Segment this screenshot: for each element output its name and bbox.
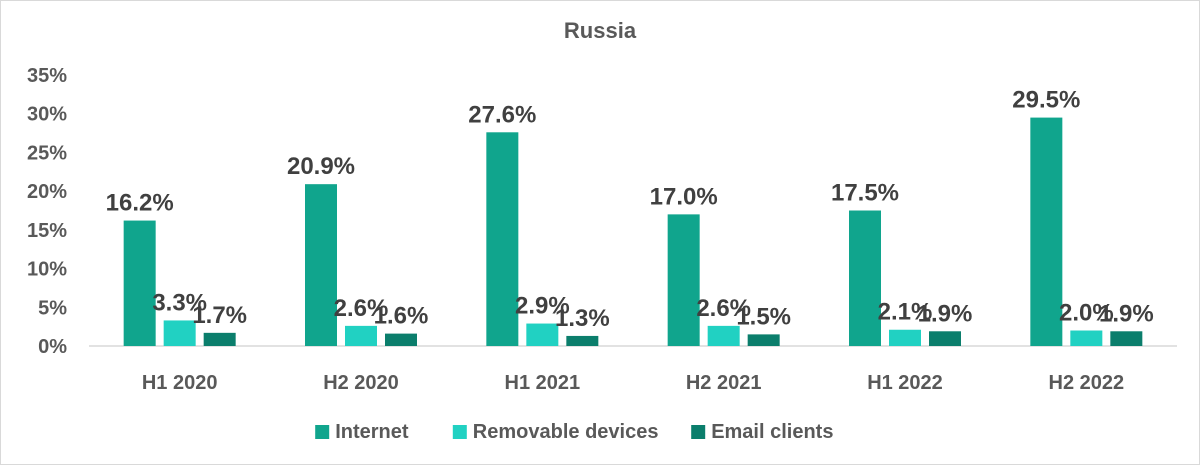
bar-removable-devices (707, 325, 740, 346)
data-label: 2.0% (1059, 300, 1114, 327)
data-label: 1.5% (736, 303, 791, 330)
bar-internet (486, 132, 519, 346)
legend-label: Email clients (711, 421, 833, 443)
y-tick-label: 25% (27, 142, 67, 164)
bar-removable-devices (163, 320, 196, 346)
x-tick-label: H1 2021 (505, 372, 581, 394)
y-tick-label: 30% (27, 104, 67, 126)
x-tick-label: H1 2020 (142, 372, 218, 394)
data-label: 2.9% (515, 293, 570, 320)
y-tick-label: 0% (38, 336, 67, 358)
y-tick-label: 5% (38, 297, 67, 319)
data-label: 16.2% (106, 190, 174, 217)
bar-email-clients (747, 334, 780, 346)
data-label: 1.9% (918, 300, 973, 327)
data-label: 17.5% (831, 180, 899, 207)
bar-email-clients (566, 335, 599, 346)
data-labels: 16.2%3.3%1.7%20.9%2.6%1.6%27.6%2.9%1.3%1… (106, 87, 1154, 332)
bar-internet (1030, 117, 1063, 346)
bar-email-clients (203, 332, 236, 346)
x-axis: H1 2020 H2 2020 H1 2021 H2 2021 H1 2022 H2 20… (89, 345, 1177, 394)
data-label: 1.9% (1099, 300, 1154, 327)
legend-swatch (452, 425, 467, 439)
legend-swatch (691, 425, 706, 439)
y-axis: 0% 5% 10% 15% 20% 25% 30% 35% (27, 65, 67, 358)
data-label: 1.3% (555, 305, 610, 332)
legend-swatch (315, 425, 330, 439)
bar-internet (667, 214, 700, 346)
y-tick-label: 15% (27, 220, 67, 242)
bar-email-clients (929, 331, 961, 346)
bar-removable-devices (889, 329, 921, 346)
chart-title: Russia (564, 18, 637, 43)
legend: Internet Removable devices Email clients (315, 421, 833, 443)
bar-internet (123, 220, 156, 346)
data-label: 20.9% (287, 153, 355, 180)
data-label: 1.7% (192, 302, 247, 329)
data-label: 29.5% (1012, 87, 1080, 114)
y-tick-label: 20% (27, 181, 67, 203)
bar-email-clients (385, 333, 417, 346)
x-tick-label: H2 2021 (686, 372, 762, 394)
y-tick-label: 35% (27, 65, 67, 87)
bar-removable-devices (345, 325, 377, 346)
bar-email-clients (1110, 331, 1143, 346)
data-label: 1.6% (374, 303, 429, 330)
data-label: 2.6% (334, 295, 389, 322)
bar-internet (305, 184, 337, 346)
x-tick-label: H2 2020 (323, 372, 399, 394)
data-label: 2.1% (878, 299, 933, 326)
data-label: 17.0% (650, 183, 718, 210)
bar-removable-devices (526, 323, 559, 346)
y-tick-label: 10% (27, 259, 67, 281)
legend-label: Removable devices (473, 421, 659, 443)
bar-internet (849, 210, 881, 346)
bars (123, 117, 1143, 346)
data-label: 27.6% (468, 101, 536, 128)
bar-removable-devices (1070, 330, 1103, 346)
x-tick-label: H1 2022 (867, 372, 943, 394)
legend-label: Internet (335, 421, 409, 443)
x-tick-label: H2 2022 (1049, 372, 1125, 394)
data-label: 2.6% (696, 295, 751, 322)
data-label: 3.3% (152, 289, 207, 316)
